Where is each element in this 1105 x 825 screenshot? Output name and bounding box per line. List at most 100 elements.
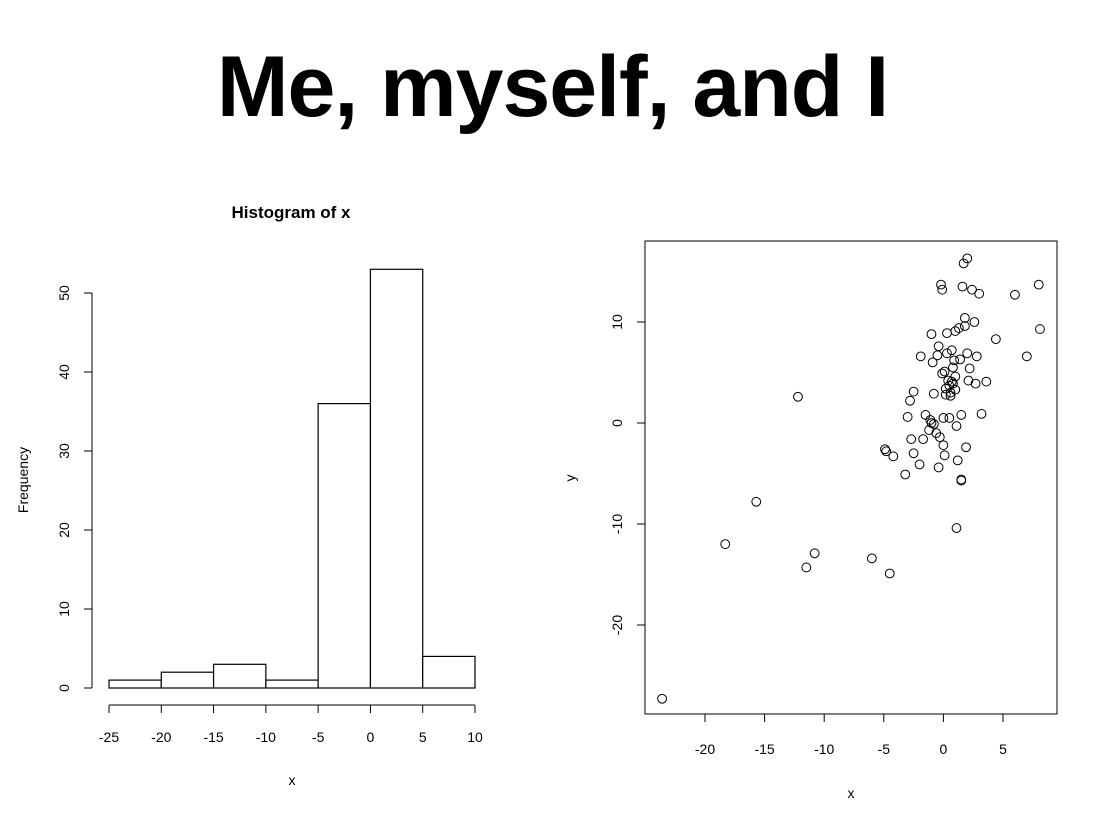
scatter-point bbox=[809, 548, 820, 559]
scatter-y-tick-label: 0 bbox=[609, 419, 625, 427]
histogram-y-tick-label: 40 bbox=[56, 364, 72, 380]
scatter-x-tick-label: -5 bbox=[878, 741, 891, 757]
scatter-point bbox=[928, 419, 939, 429]
scatter-point bbox=[962, 348, 973, 359]
scatter-point bbox=[976, 409, 987, 419]
scatter-point bbox=[937, 284, 948, 295]
scatter-point bbox=[945, 387, 956, 398]
histogram-x-tick-label: -15 bbox=[203, 729, 223, 745]
scatter-point bbox=[956, 475, 967, 486]
scatter-point bbox=[942, 328, 952, 339]
scatter-point bbox=[924, 425, 934, 435]
scatter-point bbox=[881, 446, 892, 457]
scatter-point bbox=[942, 348, 952, 359]
scatter-point bbox=[888, 451, 899, 462]
scatter-point bbox=[880, 444, 890, 455]
scatter-point bbox=[925, 415, 936, 425]
scatter-point bbox=[964, 363, 975, 374]
scatter-point bbox=[884, 568, 895, 579]
scatter-point bbox=[926, 329, 937, 340]
histogram-x-tick-label: 0 bbox=[367, 729, 375, 745]
scatter-point bbox=[934, 432, 945, 443]
scatter-point bbox=[940, 383, 951, 394]
scatter-point bbox=[948, 362, 958, 373]
scatter-point bbox=[943, 375, 954, 386]
scatter-point bbox=[981, 376, 992, 387]
histogram-y-tick-label: 30 bbox=[56, 443, 72, 459]
scatter-x-tick-label: -10 bbox=[814, 741, 834, 757]
scatter-point bbox=[927, 357, 938, 368]
histogram-x-tick-label: -5 bbox=[312, 729, 325, 745]
scatter-point bbox=[962, 253, 973, 264]
histogram-title: Histogram of x bbox=[231, 203, 351, 222]
scatter-point bbox=[915, 351, 926, 362]
scatter-point bbox=[920, 410, 931, 420]
scatter-point bbox=[926, 418, 937, 428]
scatter-point bbox=[953, 323, 964, 333]
histogram-bar bbox=[317, 403, 372, 689]
histogram-bar bbox=[422, 655, 476, 689]
scatter-point bbox=[720, 539, 731, 550]
scatter-point bbox=[938, 413, 949, 423]
scatter-ylabel: y bbox=[562, 475, 578, 482]
scatter-point bbox=[928, 388, 939, 399]
scatter-point bbox=[938, 440, 949, 451]
scatter-point bbox=[793, 391, 803, 402]
scatter-point bbox=[950, 384, 961, 395]
histogram-bar bbox=[160, 671, 215, 689]
scatter-point bbox=[936, 279, 946, 290]
scatter-point bbox=[937, 368, 948, 379]
scatter-point bbox=[990, 334, 1001, 345]
scatter-point bbox=[970, 378, 981, 389]
scatter-point bbox=[949, 355, 960, 366]
scatter-point bbox=[956, 410, 967, 420]
scatter-point bbox=[950, 371, 961, 382]
scatter-point bbox=[959, 321, 970, 331]
histogram-bar bbox=[212, 663, 267, 689]
histogram-x-tick-label: -10 bbox=[256, 729, 276, 745]
scatter-point bbox=[866, 553, 877, 564]
scatter-point bbox=[948, 378, 958, 389]
scatter-point bbox=[933, 341, 944, 352]
histogram-bar bbox=[265, 679, 319, 689]
scatter-point bbox=[944, 380, 955, 391]
scatter-point bbox=[946, 345, 957, 356]
histogram-x-tick-label: 5 bbox=[419, 729, 427, 745]
scatter-x-tick-label: -15 bbox=[754, 741, 774, 757]
scatter-point bbox=[961, 442, 971, 453]
scatter-point bbox=[958, 258, 969, 269]
scatter-point bbox=[971, 351, 982, 362]
scatter-point bbox=[908, 448, 919, 459]
scatter-point bbox=[939, 366, 950, 377]
scatter-x-tick-label: 5 bbox=[999, 741, 1007, 757]
histogram-y-tick-label: 10 bbox=[56, 601, 72, 617]
scatter-point bbox=[967, 284, 977, 295]
scatter-point bbox=[974, 288, 985, 299]
scatter-y-tick-label: -10 bbox=[609, 514, 625, 534]
scatter-y-tick-label: -20 bbox=[609, 615, 625, 635]
scatter-point bbox=[900, 469, 911, 480]
scatter-point bbox=[945, 390, 956, 401]
histogram-y-tick-label: 20 bbox=[56, 522, 72, 538]
scatter-plot-frame bbox=[644, 240, 1058, 715]
scatter-point bbox=[1035, 324, 1045, 334]
histogram-y-tick-label: 50 bbox=[56, 285, 72, 301]
histogram-ylabel: Frequency bbox=[15, 447, 31, 513]
scatter-point bbox=[944, 413, 955, 423]
scatter-point bbox=[946, 376, 957, 387]
histogram-x-tick-label: -20 bbox=[151, 729, 171, 745]
scatter-point bbox=[906, 434, 917, 445]
scatter-y-tick-label: 10 bbox=[609, 314, 625, 330]
scatter-point bbox=[955, 354, 965, 365]
scatter-point bbox=[956, 474, 967, 485]
scatter-point bbox=[940, 389, 951, 400]
scatter-x-tick-label: -20 bbox=[695, 741, 715, 757]
scatter-point bbox=[1010, 289, 1020, 300]
scatter-point bbox=[951, 523, 962, 533]
scatter-point bbox=[1021, 351, 1032, 362]
scatter-point bbox=[963, 375, 974, 386]
histogram-x-tick-label: 10 bbox=[467, 729, 483, 745]
scatter-point bbox=[957, 281, 968, 292]
scatter-point bbox=[751, 496, 762, 507]
scatter-point bbox=[951, 421, 962, 431]
